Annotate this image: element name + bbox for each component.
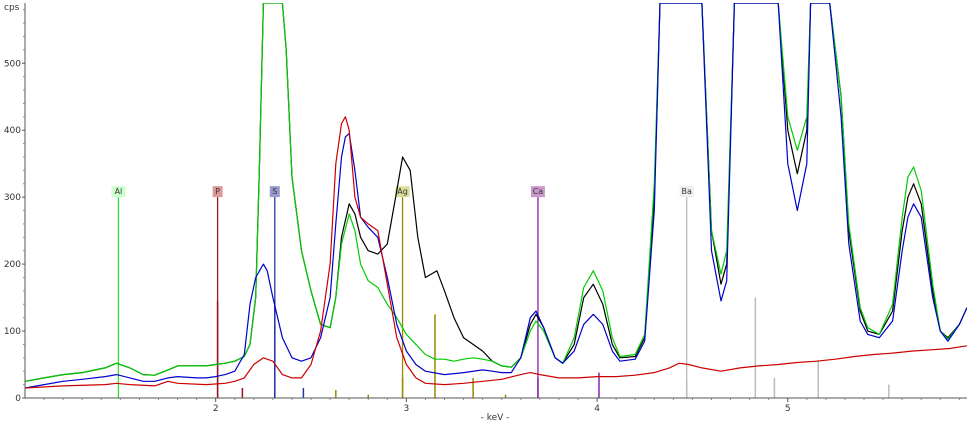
element-marker-ag[interactable]: Ag — [395, 186, 410, 398]
element-marker-al[interactable]: Al — [111, 186, 126, 398]
x-tick-label: 2 — [213, 404, 219, 414]
element-marker-box — [679, 186, 694, 198]
x-tick-label: 4 — [594, 404, 600, 414]
element-marker-label: Ag — [397, 187, 408, 196]
spectrum-series — [25, 3, 967, 389]
spectrum-line-2 — [25, 3, 967, 382]
element-marker-box — [395, 186, 410, 198]
element-marker-ca[interactable]: Ca — [530, 186, 545, 398]
plot-background — [25, 3, 967, 398]
y-axis-label: cps — [4, 3, 20, 13]
y-tick-label: 500 — [4, 59, 21, 69]
element-marker-label: P — [215, 187, 220, 196]
x-tick-label: 5 — [785, 404, 791, 414]
y-tick-label: 300 — [4, 193, 21, 203]
element-marker-box — [530, 186, 545, 198]
element-marker-box — [212, 186, 223, 198]
element-marker-box — [111, 186, 126, 198]
element-marker-box — [269, 186, 280, 198]
y-tick-label: 400 — [4, 126, 21, 136]
spectrum-line-3 — [25, 3, 967, 389]
spectrum-line-4 — [25, 116, 967, 389]
y-tick-label: 100 — [4, 327, 21, 337]
y-tick-label: 200 — [4, 260, 21, 270]
element-marker-label: Ba — [681, 187, 691, 196]
axes: 0 100 200 300 400 500 2 3 4 5 — [4, 3, 967, 414]
plot-area — [25, 3, 967, 398]
element-marker-label: Al — [115, 187, 123, 196]
x-axis-label: - keV - — [481, 413, 510, 423]
x-tick-label: 3 — [404, 404, 410, 414]
element-marker-label: S — [272, 187, 277, 196]
y-tick-label: 0 — [15, 394, 21, 404]
element-marker-label: Ca — [533, 187, 544, 196]
